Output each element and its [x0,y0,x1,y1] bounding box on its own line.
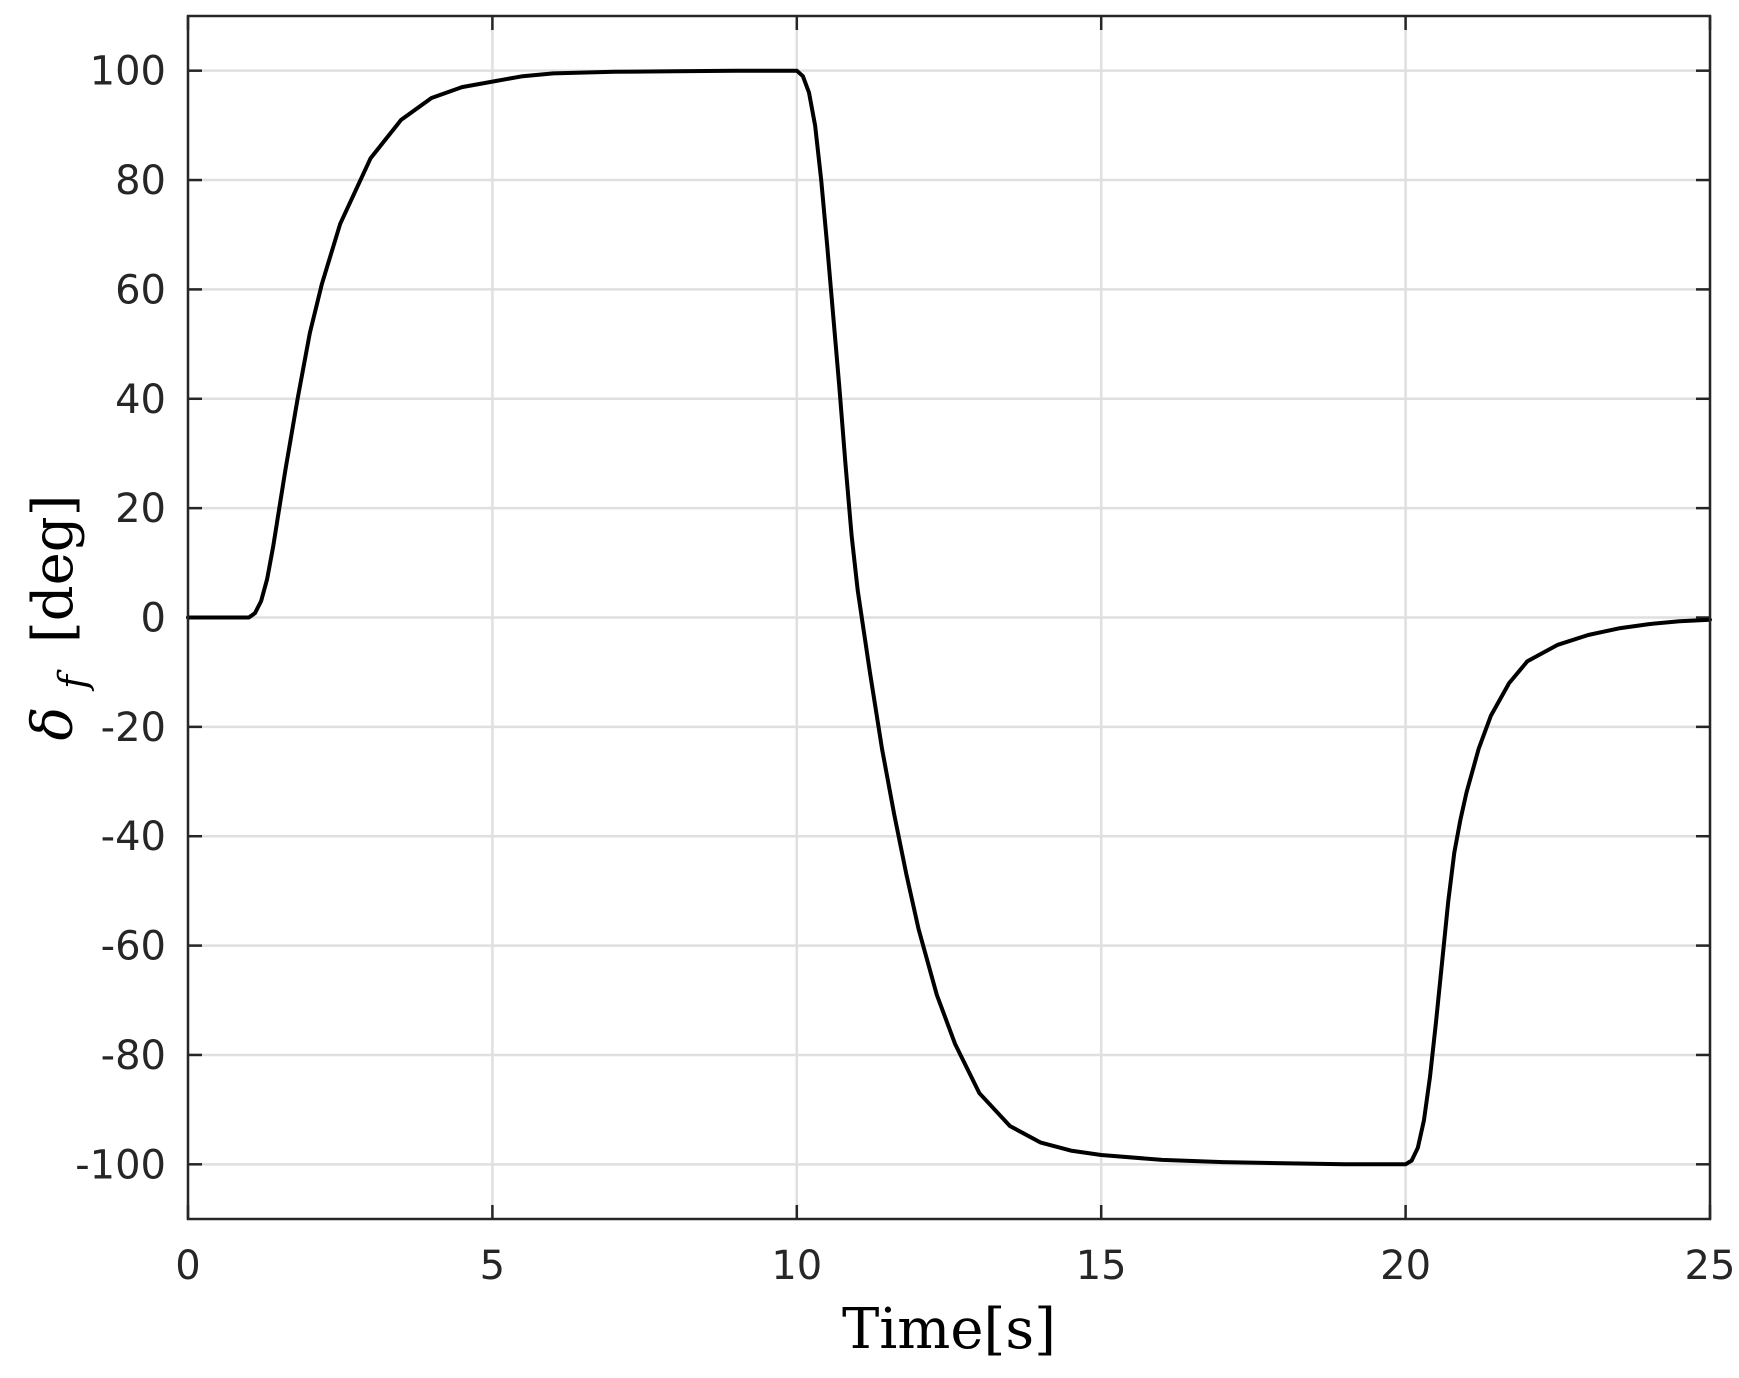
y-tick-label: 80 [115,158,166,204]
y-axis-unit: [deg] [21,495,86,644]
y-tick-label: -100 [75,1142,166,1188]
y-tick-label: 100 [90,49,166,95]
series-layer [186,68,1712,1167]
x-tick-label: 25 [1685,1243,1736,1289]
y-tick-label: -80 [101,1033,166,1079]
x-tick-label: 20 [1380,1243,1431,1289]
x-tick-label: 15 [1076,1243,1127,1289]
y-axis-label: δ f [deg] [21,495,100,741]
y-tick-label: 0 [141,596,166,642]
y-tick-label: 20 [115,486,166,532]
x-tick-label: 5 [480,1243,505,1289]
y-axis-subscript: f [51,669,95,692]
x-axis-label: Time[s] [842,1297,1056,1362]
x-tick-label: 0 [175,1243,200,1289]
y-tick-label: 60 [115,267,166,313]
y-axis-symbol: δ [21,707,86,741]
y-tick-label: -20 [101,705,166,751]
y-tick-labels: -100 -80 -60 -40 -20 0 20 40 60 80 100 [75,49,166,1189]
plot-frame [186,14,1712,1221]
y-tick-label: -60 [101,924,166,970]
series-line [186,68,1712,1167]
x-tick-label: 10 [771,1243,822,1289]
y-tick-label: -40 [101,814,166,860]
y-tick-label: 40 [115,377,166,423]
x-tick-labels: 0 5 10 15 20 25 [175,1243,1735,1289]
